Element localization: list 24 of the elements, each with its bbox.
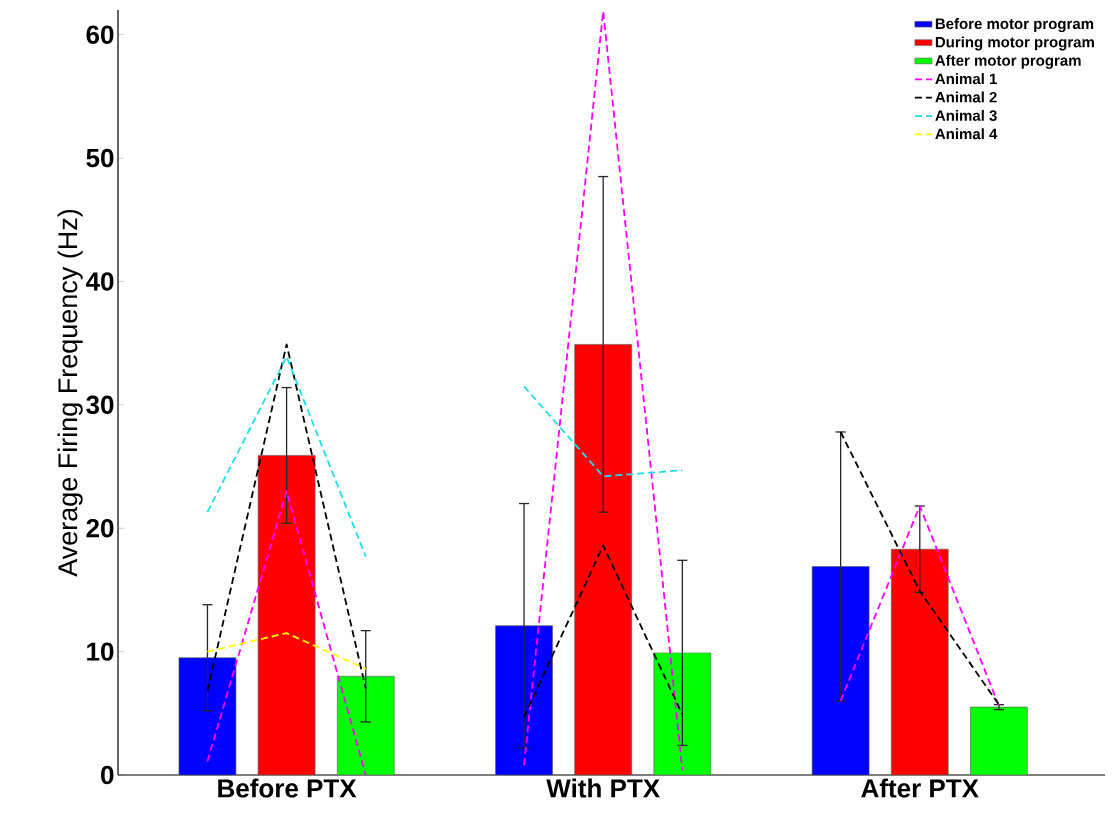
- bar: [891, 548, 949, 775]
- bar: [574, 344, 632, 775]
- y-tick-label: 50: [86, 148, 114, 168]
- y-tick-label: 10: [87, 642, 114, 661]
- x-tick-label: After PTX: [861, 778, 979, 798]
- y-axis-title: Average Firing Frequency (Hz): [57, 209, 83, 577]
- bar: [257, 455, 316, 775]
- bar: [336, 675, 395, 775]
- y-tick-label: 20: [86, 519, 114, 538]
- bar: [178, 657, 237, 775]
- y-tick-label: 60: [86, 25, 114, 44]
- legend-label: Animal 2: [935, 91, 997, 103]
- legend-label: Before motor program: [935, 18, 1094, 33]
- legend-label: Animal 1: [935, 73, 997, 85]
- x-tick-label: Before PTX: [218, 778, 357, 798]
- legend-label: During motor program: [935, 36, 1094, 51]
- y-tick-label: 30: [86, 395, 114, 415]
- legend-label: After motor program: [935, 54, 1081, 69]
- x-tick-label: With PTX: [546, 778, 660, 798]
- bar: [970, 706, 1028, 775]
- legend-label: Animal 3: [935, 109, 997, 121]
- legend-label: Animal 4: [935, 128, 998, 140]
- y-tick-label: 0: [101, 765, 114, 785]
- y-tick-label: 40: [85, 272, 114, 291]
